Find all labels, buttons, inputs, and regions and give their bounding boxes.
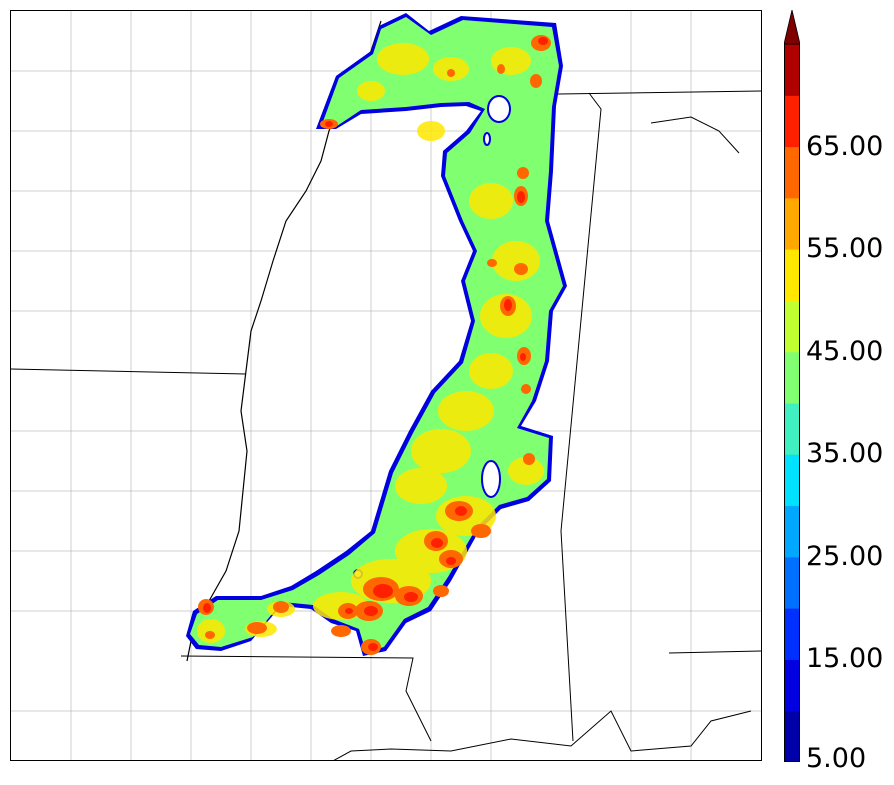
colorbar-bin (784, 197, 800, 250)
intense-cell (520, 353, 526, 361)
moderate-cell (508, 457, 544, 485)
intense-cell (538, 37, 548, 45)
colorbar-bin (784, 710, 800, 763)
colorbar-bin (784, 608, 800, 660)
colorbar-border (784, 43, 800, 762)
colorbar-extend-arrow (783, 9, 801, 45)
strong-cell (497, 64, 505, 74)
moderate-cell (469, 353, 513, 389)
colorbar-tick-label: 55.00 (806, 233, 884, 265)
intense-cell (504, 299, 512, 311)
colorbar-tick-label: 45.00 (806, 335, 884, 367)
colorbar-bin (784, 454, 800, 507)
colorbar-svg (783, 9, 801, 763)
colorbar-bin (784, 659, 800, 712)
strong-cell (331, 625, 351, 637)
state-boundaries (11, 90, 761, 760)
colorbar-tick-label: 15.00 (806, 643, 884, 675)
colorbar-tick-label: 65.00 (806, 130, 884, 162)
strong-cell (205, 631, 215, 639)
colorbar (783, 9, 801, 763)
strong-cell (514, 263, 528, 275)
intense-cell (455, 506, 467, 516)
intense-cell (404, 592, 418, 602)
strong-cell (521, 384, 531, 394)
strong-cell (487, 259, 497, 267)
colorbar-bin (784, 351, 800, 404)
colorbar-bin (784, 95, 800, 148)
intense-cells (203, 37, 548, 651)
intense-cell (364, 606, 378, 616)
colorbar-bin (784, 403, 800, 455)
moderate-cell (417, 121, 445, 141)
moderate-cell (411, 429, 471, 473)
strong-cell (471, 524, 491, 538)
strong-cell (273, 601, 289, 613)
moderate-cell (469, 183, 513, 219)
strong-cell (530, 74, 542, 88)
colorbar-bin (784, 249, 800, 301)
moderate-cell (480, 294, 532, 338)
moderate-cell (491, 47, 531, 75)
radar-reflectivity-map (11, 11, 761, 760)
intense-cell (517, 191, 525, 203)
moderate-cell (197, 619, 225, 643)
intense-cell (368, 643, 378, 651)
strong-cell (247, 622, 267, 634)
strong-cell (433, 585, 449, 597)
strong-cell (447, 69, 455, 77)
colorbar-tick-label: 5.00 (806, 743, 867, 774)
colorbar-bin (784, 44, 800, 96)
strong-cell (523, 453, 535, 465)
colorbar-bin (784, 146, 800, 199)
intense-cell (203, 603, 211, 613)
colorbar-tick-label: 35.00 (806, 438, 884, 470)
colorbar-bin (784, 556, 800, 609)
intense-cell (373, 584, 393, 598)
moderate-cell (357, 81, 385, 101)
moderate-cell (492, 241, 540, 281)
moderate-cell (377, 43, 429, 75)
moderate-cell (395, 468, 447, 504)
map-panel (10, 10, 762, 761)
colorbar-bin (784, 505, 800, 558)
intense-cell (446, 557, 456, 565)
intense-cell (431, 538, 443, 548)
storm-field (190, 17, 563, 652)
intense-cell (325, 121, 333, 127)
moderate-cell (438, 391, 494, 431)
colorbar-tick-label: 25.00 (806, 540, 884, 572)
strong-cell (517, 167, 529, 179)
intense-cell (345, 608, 353, 614)
colorbar-bin (784, 300, 800, 353)
